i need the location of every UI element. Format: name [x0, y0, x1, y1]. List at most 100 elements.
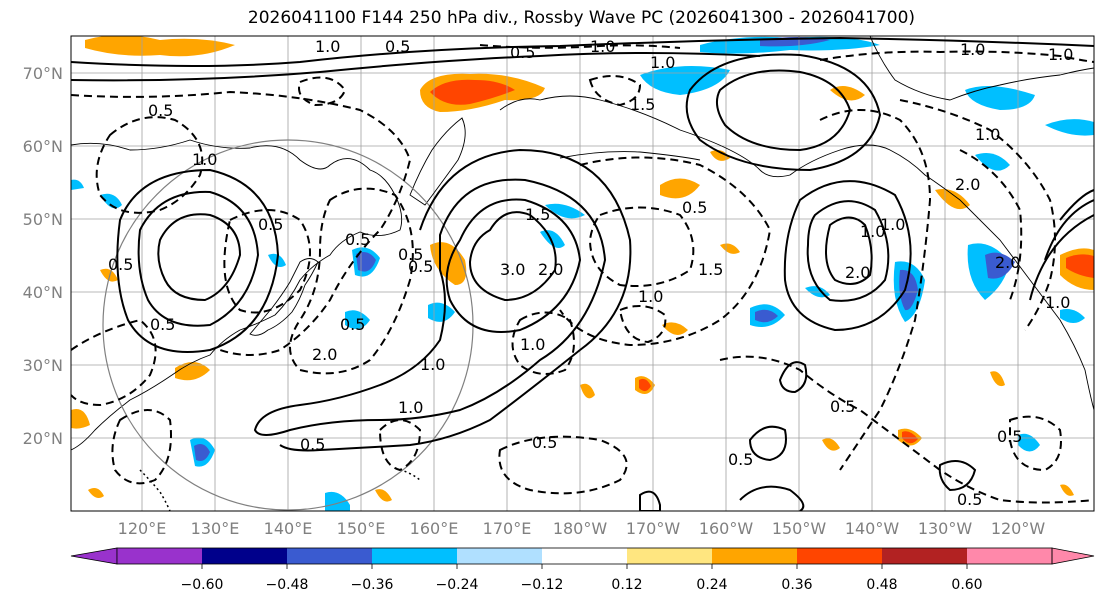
contour-label: 0.5: [300, 435, 325, 454]
colorbar-segment: [457, 548, 542, 564]
positive-contours: [71, 36, 1094, 511]
colorbar-tick-label: 0.12: [611, 577, 642, 593]
div-fill-pos: [175, 361, 210, 381]
div-fill-neg: [755, 309, 778, 323]
lon-label: 160°W: [699, 519, 754, 538]
div-fill-neg: [985, 252, 1015, 279]
div-fill-pos: [100, 268, 118, 282]
lat-label: 40°N: [23, 283, 63, 302]
div-fill-pos: [720, 243, 740, 254]
div-fill-pos: [1060, 484, 1074, 496]
contour-label: 2.0: [845, 263, 870, 282]
colorbar-segment: [627, 548, 712, 564]
contour-label: 1.0: [1045, 293, 1070, 312]
div-fill-neg: [1045, 119, 1094, 136]
colorbar-tick-label: 0.60: [951, 577, 982, 593]
negative-contours: [71, 44, 1094, 504]
lon-label: 130°W: [918, 519, 973, 538]
contour-label: 1.0: [590, 37, 615, 56]
div-fill-neg: [71, 179, 84, 190]
contour-label: 0.5: [408, 257, 433, 276]
contour-label: 1.0: [960, 40, 985, 59]
contour-label: 2.0: [995, 253, 1020, 272]
lon-label: 160°E: [410, 519, 459, 538]
div-fill-pos: [830, 86, 865, 101]
longitude-labels: 120°E 130°E 140°E 150°E 160°E 170°E 180°…: [118, 519, 1046, 538]
colorbar-segment: [372, 548, 457, 564]
map-frame: [70, 35, 1095, 512]
div-fill-pos: [660, 178, 700, 199]
div-fill-pos: [1066, 254, 1094, 278]
contour-label: 2.0: [538, 260, 563, 279]
contour-label: 1.0: [315, 37, 340, 56]
div-fill-neg: [899, 269, 918, 311]
div-fill-pos: [902, 431, 918, 444]
lon-label: 140°W: [845, 519, 900, 538]
div-fill-pos: [88, 488, 104, 498]
lat-label: 70°N: [23, 64, 63, 83]
lat-label: 20°N: [23, 429, 63, 448]
lon-label: 170°W: [626, 519, 681, 538]
div-fill-neg: [540, 230, 565, 249]
div-fill-pos: [822, 438, 840, 451]
div-fill-pos: [71, 409, 90, 429]
contour-labels: 0.5 0.5 1.0 0.5 0.5 1.0 1.0 0.5 1.0 1.0 …: [108, 37, 1073, 509]
contour-label: 0.5: [148, 101, 173, 120]
contour-label: 1.0: [1048, 45, 1073, 64]
contour-label: 1.0: [860, 222, 885, 241]
lat-label: 50°N: [23, 210, 63, 229]
colorbar-segment: [117, 548, 202, 564]
colorbar-extend-low: [70, 547, 118, 565]
colorbar-segment: [967, 548, 1052, 564]
north-america-coastline: [869, 36, 1094, 101]
contour-label: 0.5: [682, 198, 707, 217]
contour-label: 1.0: [192, 150, 217, 169]
colorbar-tick-label: −0.48: [266, 577, 309, 593]
lon-label: 180°W: [553, 519, 608, 538]
contour-label: 0.5: [532, 433, 557, 452]
colorbar-ticks: [201, 564, 968, 569]
contour-label: 1.0: [520, 335, 545, 354]
contour-label: 0.5: [385, 37, 410, 56]
asia-coastline: [71, 139, 403, 451]
contour-label: 0.5: [728, 450, 753, 469]
contour-label: 1.5: [525, 205, 550, 224]
div-fill-neg: [325, 491, 350, 511]
contour-label: 3.0: [500, 260, 525, 279]
contour-label: 0.5: [830, 397, 855, 416]
lon-label: 130°E: [191, 519, 240, 538]
contour-label: 0.5: [340, 315, 365, 334]
colorbar-segment: [202, 548, 287, 564]
lon-label: 140°E: [264, 519, 313, 538]
map-panel: [70, 35, 1095, 512]
div-fill-neg: [345, 310, 370, 329]
colorbar-segment: [882, 548, 967, 564]
contour-label: 0.5: [345, 230, 370, 249]
contour-label: 0.5: [510, 43, 535, 62]
div-fill-pos: [935, 189, 970, 210]
div-fill-pos: [375, 489, 392, 502]
div-fill-neg: [965, 86, 1035, 110]
colorbar-extend-high: [1051, 547, 1095, 565]
aleutian-chain: [559, 151, 701, 161]
map-background: [71, 36, 1094, 511]
contour-label: 2.0: [955, 175, 980, 194]
kamchatka-coastline: [409, 117, 466, 206]
contour-label: 1.5: [698, 260, 723, 279]
contour-label: 1.0: [650, 53, 675, 72]
contour-label: 0.5: [997, 427, 1022, 446]
div-fill-pos: [580, 383, 595, 399]
colorbar: −0.60 −0.48 −0.36 −0.24 −0.12 0.12 0.24 …: [70, 547, 1095, 593]
colorbar-frame: [116, 547, 1053, 565]
contour-label: 0.5: [258, 215, 283, 234]
div-fill-pos: [430, 79, 515, 105]
colorbar-tick-label: 0.48: [866, 577, 897, 593]
contour-label: 1.0: [880, 215, 905, 234]
map-title: 2026041100 F144 250 hPa div., Rossby Wav…: [247, 8, 916, 28]
lat-label: 60°N: [23, 137, 63, 156]
lon-label: 120°W: [991, 519, 1046, 538]
div-fill-neg: [1060, 309, 1085, 323]
contour-label: 0.5: [398, 245, 423, 264]
div-fill-neg: [545, 203, 585, 219]
